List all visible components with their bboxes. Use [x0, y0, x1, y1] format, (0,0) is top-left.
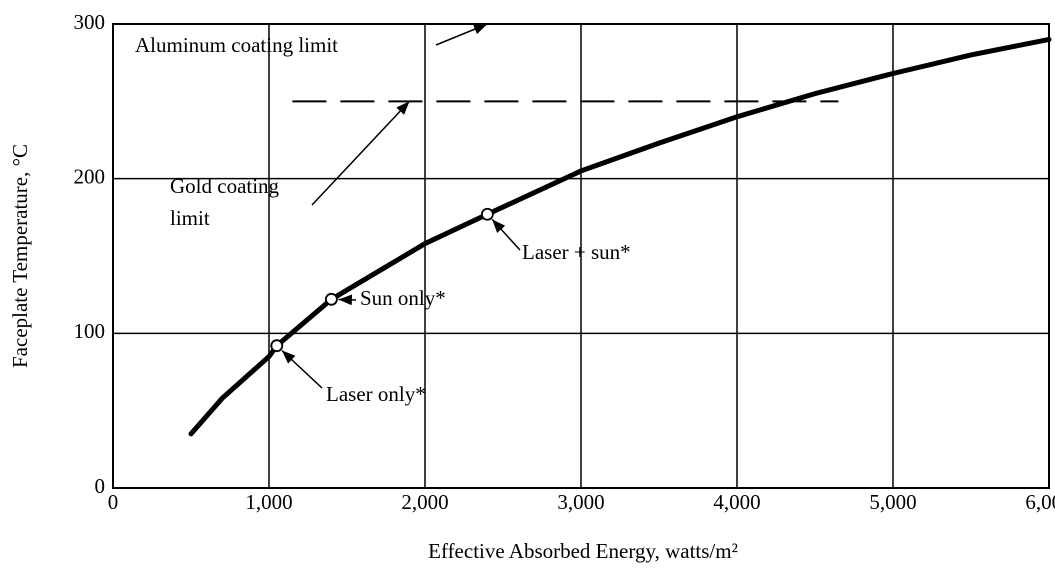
x-tick-label: 1,000: [245, 490, 292, 514]
y-tick-label: 300: [74, 10, 106, 34]
annotation-text: limit: [170, 206, 210, 230]
x-tick-label: 4,000: [713, 490, 760, 514]
data-point: [324, 292, 338, 306]
plot-frame: [112, 23, 1050, 489]
y-tick-label: 100: [74, 319, 106, 343]
data-point: [270, 339, 284, 353]
annotation-arrow: [281, 349, 323, 389]
x-tick-label: 3,000: [557, 490, 604, 514]
y-tick-label: 0: [95, 474, 106, 498]
x-tick-label: 5,000: [869, 490, 916, 514]
annotation-text: Gold coating: [170, 174, 280, 198]
x-axis-label: Effective Absorbed Energy, watts/m²: [428, 539, 738, 563]
point-label: Laser only*: [326, 382, 426, 406]
point-label: Laser + sun*: [522, 240, 631, 264]
x-tick-label: 0: [108, 490, 119, 514]
annotation-arrow: [311, 100, 410, 206]
x-tick-label: 2,000: [401, 490, 448, 514]
annotation-arrow: [491, 218, 521, 251]
point-label: Sun only*: [360, 286, 446, 310]
annotation-arrow: [435, 23, 488, 46]
data-point: [480, 207, 494, 221]
y-axis-label: Faceplate Temperature, °C: [8, 144, 32, 368]
data-line: [188, 36, 1052, 437]
x-tick-label: 6,000: [1025, 490, 1055, 514]
y-tick-label: 200: [74, 164, 106, 188]
annotation-text: Aluminum coating limit: [135, 33, 338, 57]
